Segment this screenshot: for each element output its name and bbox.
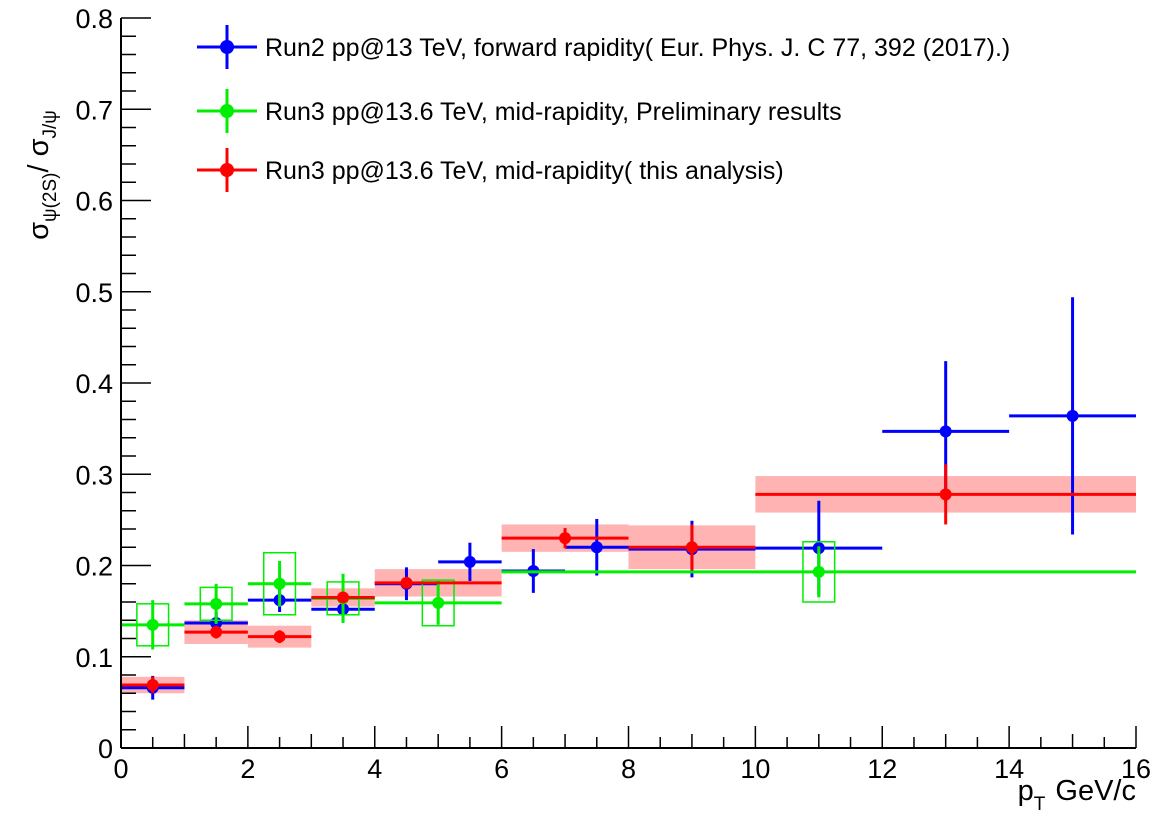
legend-entry-2: Run3 pp@13.6 TeV, mid-rapidity( this ana… <box>197 148 784 192</box>
legend-entry-1: Run3 pp@13.6 TeV, mid-rapidity, Prelimin… <box>197 89 842 133</box>
sys-box-s1-p2 <box>262 551 297 616</box>
y-tick-label-8: 0.8 <box>75 4 113 34</box>
legend-label-0: Run2 pp@13 TeV, forward rapidity( Eur. P… <box>265 34 1010 62</box>
x-axis-title-p: p <box>1018 775 1034 807</box>
y-axis-title-sub1: ψ(2S) <box>40 172 61 221</box>
y-tick-label-7: 0.7 <box>75 95 113 125</box>
marker-s0-p11 <box>1066 409 1079 422</box>
legend-label-2: Run3 pp@13.6 TeV, mid-rapidity( this ana… <box>265 157 784 185</box>
y-tick-label-2: 0.2 <box>75 552 113 582</box>
axes-layer: 0 2 4 6 8 10 12 14 16 0 0.1 0.2 0.3 0.4 0.5 0.6 0.7 0.8 <box>75 4 1151 784</box>
y-tick-label-0: 0 <box>98 734 113 764</box>
marker-s0-p7 <box>590 541 603 554</box>
marker-s1-p5 <box>812 565 825 578</box>
y-axis-title: σψ(2S)/ σJ/ψ <box>23 110 61 240</box>
marker-s1-p0 <box>146 618 159 631</box>
marker-s1-p2 <box>273 577 286 590</box>
y-axis-title-slash: / σ <box>23 138 55 172</box>
sys-box-s1-p5 <box>802 541 836 603</box>
legend-marker-1 <box>220 104 234 118</box>
marker-s2-p1 <box>210 626 223 639</box>
legend-entry-0: Run2 pp@13 TeV, forward rapidity( Eur. P… <box>197 25 1010 69</box>
marker-s2-p2 <box>273 630 286 643</box>
series-2 <box>121 464 1136 694</box>
marker-s2-p7 <box>939 488 952 501</box>
y-axis-title-sigma1: σ <box>23 222 55 240</box>
series-1 <box>121 541 1136 650</box>
marker-s1-p4 <box>432 596 445 609</box>
x-tick-label-0: 0 <box>113 754 128 784</box>
y-tick-label-6: 0.6 <box>75 187 113 217</box>
y-tick-label-4: 0.4 <box>75 369 113 399</box>
marker-s2-p6 <box>685 541 698 554</box>
y-tick-label-3: 0.3 <box>75 460 113 490</box>
x-tick-label-1: 2 <box>240 754 255 784</box>
x-axis-title-sub: T <box>1034 794 1046 815</box>
x-tick-label-5: 10 <box>740 754 770 784</box>
marker-s0-p5 <box>463 555 476 568</box>
legend-label-1: Run3 pp@13.6 TeV, mid-rapidity, Prelimin… <box>265 98 842 126</box>
marker-s2-p0 <box>146 679 159 692</box>
x-tick-label-3: 6 <box>494 754 509 784</box>
legend-marker-0 <box>220 40 234 54</box>
x-tick-label-8: 16 <box>1121 754 1151 784</box>
data-layer <box>121 297 1136 700</box>
sys-box-s1-p0 <box>136 603 170 647</box>
sys-box-s1-p1 <box>199 586 233 622</box>
y-tick-label-1: 0.1 <box>75 643 113 673</box>
y-tick-label-5: 0.5 <box>75 278 113 308</box>
marker-s1-p1 <box>210 597 223 610</box>
x-tick-label-6: 12 <box>867 754 897 784</box>
legend: Run2 pp@13 TeV, forward rapidity( Eur. P… <box>197 25 1010 192</box>
legend-marker-2 <box>220 163 234 177</box>
x-tick-label-7: 14 <box>994 754 1024 784</box>
marker-s2-p3 <box>337 591 350 604</box>
x-tick-label-4: 8 <box>621 754 636 784</box>
x-axis-title-unit: GeV/c <box>1055 775 1136 807</box>
y-axis-title-sub2: J/ψ <box>40 110 61 138</box>
sys-box-s1-p4 <box>421 579 455 627</box>
x-tick-label-2: 4 <box>367 754 382 784</box>
marker-s2-p5 <box>559 532 572 545</box>
x-axis-title: pT GeV/c <box>1018 775 1136 815</box>
marker-s2-p4 <box>400 576 413 589</box>
marker-s0-p10 <box>939 425 952 438</box>
